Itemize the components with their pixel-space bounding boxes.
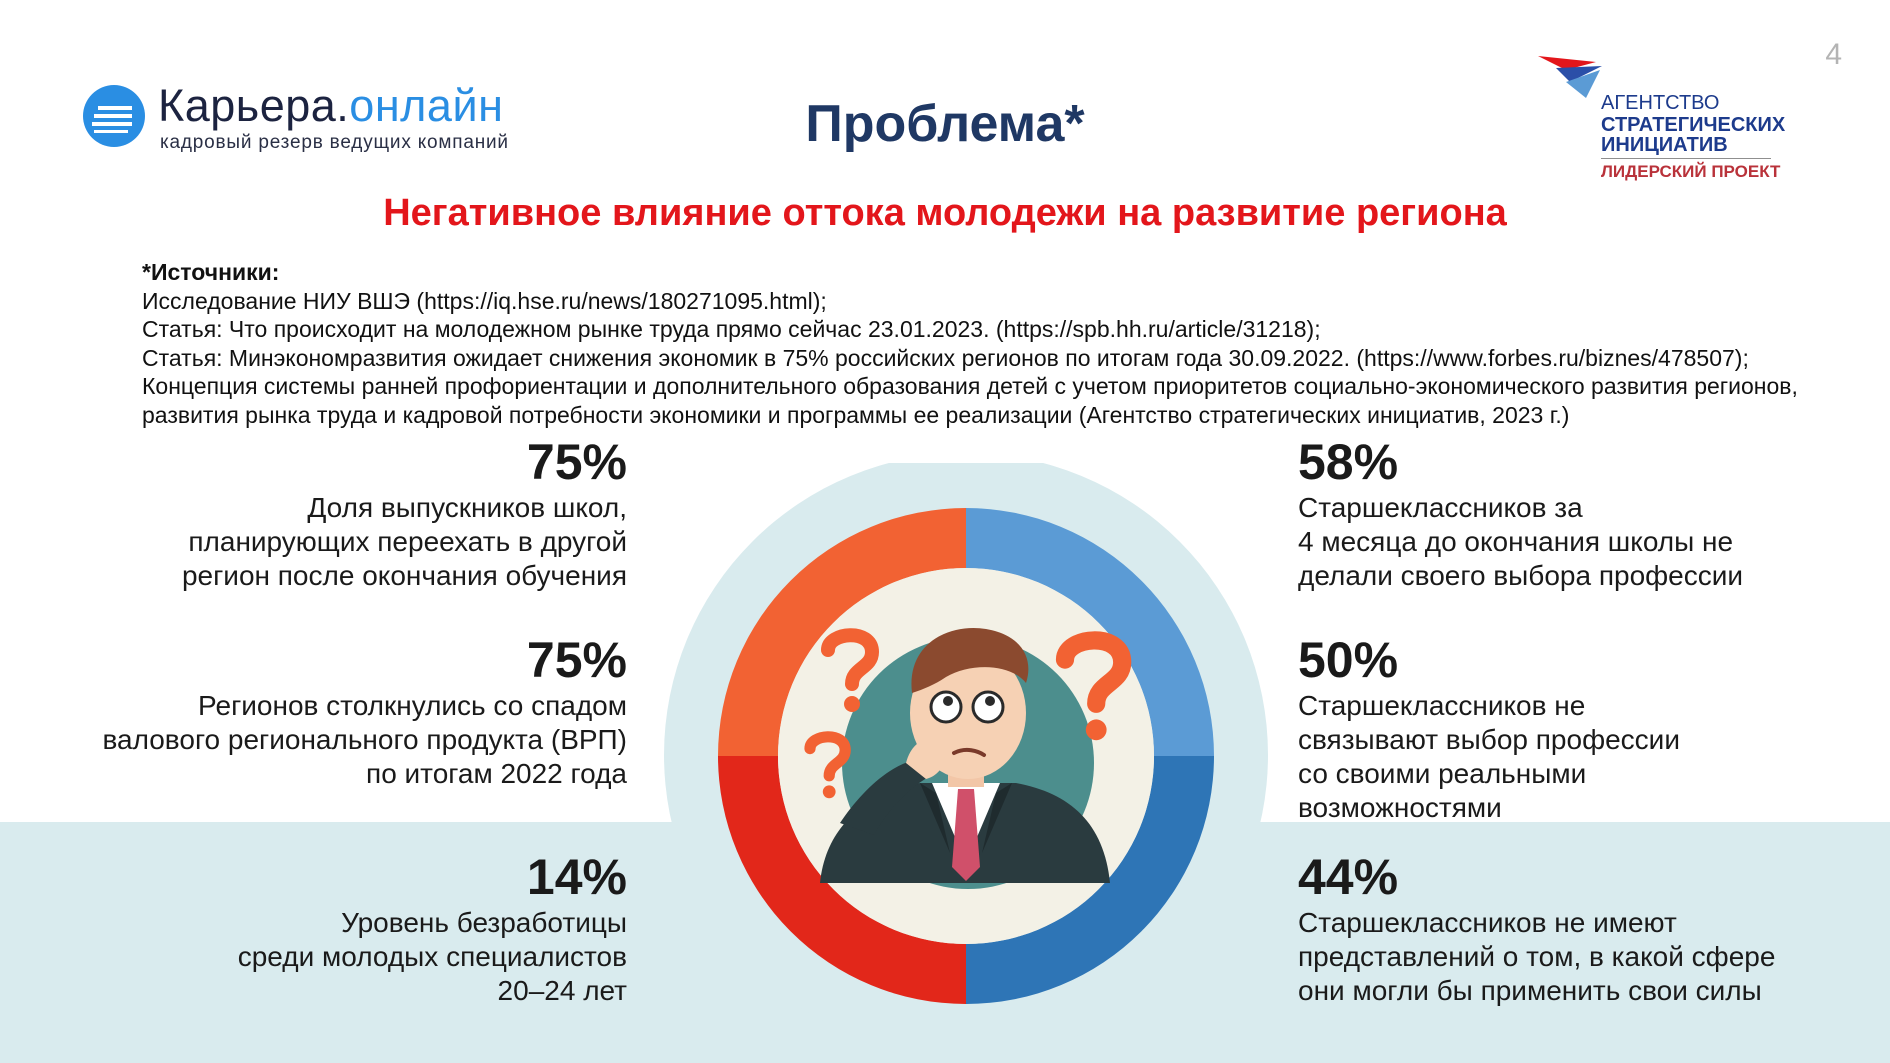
stat-percent: 58% xyxy=(1298,434,1399,490)
stat-description-line: Старшеклассников за xyxy=(1298,492,1583,523)
stat-percent: 75% xyxy=(526,632,627,688)
kariera-logo-title-main: Карьера. xyxy=(158,80,350,131)
ring-segment-top-right xyxy=(966,508,1214,756)
stat-description-line: Регионов столкнулись со спадом xyxy=(198,690,627,721)
stat-description-line: по итогам 2022 года xyxy=(366,758,627,789)
sources-heading: *Источники: xyxy=(142,259,280,285)
stat-regions-grp-decline: 75% Регионов столкнулись со спадом валов… xyxy=(27,631,627,791)
question-mark-icon xyxy=(804,731,851,799)
stat-description-line: возможностями xyxy=(1298,792,1502,823)
asi-logo-divider xyxy=(1601,158,1771,159)
stat-description: Доля выпускников школ, планирующих перее… xyxy=(27,491,627,593)
stat-description-line: Доля выпускников школ, xyxy=(307,492,627,523)
stat-percent: 14% xyxy=(526,849,627,905)
source-line: развития рынка труда и кадровой потребно… xyxy=(142,401,1570,428)
stat-description: Регионов столкнулись со спадом валового … xyxy=(27,689,627,791)
stat-description-line: Старшеклассников не имеют xyxy=(1298,907,1677,938)
kariera-logo-title: Карьера.онлайн xyxy=(158,80,503,132)
asi-logo-icon xyxy=(1538,56,1602,98)
ring-segment-bottom-right xyxy=(966,756,1214,1004)
stat-description: Старшеклассников не имеют представлений … xyxy=(1298,906,1890,1008)
stat-description-line: Старшеклассников не xyxy=(1298,690,1586,721)
stat-percent: 44% xyxy=(1298,849,1399,905)
source-line: Концепция системы ранней профориентации … xyxy=(142,373,1798,399)
stat-description: Уровень безработицы среди молодых специа… xyxy=(27,906,627,1008)
source-line: Исследование НИУ ВШЭ (https://iq.hse.ru/… xyxy=(142,287,827,314)
stat-percent: 50% xyxy=(1298,632,1399,688)
stat-description-line: Уровень безработицы xyxy=(341,907,627,938)
stat-description-line: представлений о том, в какой сфере xyxy=(1298,941,1776,972)
stat-no-idea-field: 44% Старшеклассников не имеют представле… xyxy=(1298,848,1890,1008)
stat-description: Старшеклассников не связывают выбор проф… xyxy=(1298,689,1890,825)
asi-logo-project: ЛИДЕРСКИЙ ПРОЕКТ xyxy=(1601,162,1781,181)
kariera-logo-title-accent: онлайн xyxy=(349,80,504,131)
source-line: Статья: Минэкономразвития ожидает снижен… xyxy=(142,344,1749,371)
page-number: 4 xyxy=(1825,38,1842,71)
stat-description: Старшеклассников за 4 месяца до окончани… xyxy=(1298,491,1890,593)
stat-description-line: среди молодых специалистов xyxy=(237,941,627,972)
kariera-logo: Карьера.онлайн кадровый резерв ведущих к… xyxy=(82,80,522,164)
asi-logo-line2: СТРАТЕГИЧЕСКИХ xyxy=(1601,114,1786,136)
asi-logo: АГЕНТСТВО СТРАТЕГИЧЕСКИХ ИНИЦИАТИВ ЛИДЕР… xyxy=(1536,52,1785,184)
kariera-logo-icon xyxy=(83,85,145,147)
stat-description-line: делали своего выбора профессии xyxy=(1298,560,1744,591)
stat-percent: 75% xyxy=(526,434,627,490)
stat-description-line: регион после окончания обучения xyxy=(181,560,627,591)
ring-segment-bottom-left xyxy=(718,756,966,1004)
stat-choice-not-linked: 50% Старшеклассников не связывают выбор … xyxy=(1298,631,1890,825)
ring-segment-top-left xyxy=(718,508,966,756)
ring-illustration xyxy=(650,463,1282,1063)
stat-youth-unemployment: 14% Уровень безработицы среди молодых сп… xyxy=(27,848,627,1008)
asi-logo-line3: ИНИЦИАТИВ xyxy=(1601,134,1728,156)
source-line: Статья: Что происходит на молодежном рын… xyxy=(142,316,1321,342)
asi-logo-line1: АГЕНТСТВО xyxy=(1601,92,1720,114)
stat-description-line: связывают выбор профессии xyxy=(1298,724,1680,755)
sources-block: *Источники: Исследование НИУ ВШЭ (https:… xyxy=(142,258,1842,429)
ring-graphic xyxy=(664,463,1268,1057)
stat-description-line: валового регионального продукта (ВРП) xyxy=(102,724,627,755)
stat-graduates-relocation: 75% Доля выпускников школ, планирующих п… xyxy=(27,433,627,593)
stat-no-profession-choice: 58% Старшеклассников за 4 месяца до окон… xyxy=(1298,433,1890,593)
kariera-logo-tagline: кадровый резерв ведущих компаний xyxy=(160,132,509,153)
stat-description-line: планирующих переехать в другой xyxy=(188,526,627,557)
page-title: Проблема* xyxy=(805,95,1085,153)
stat-description-line: они могли бы применить свои силы xyxy=(1298,975,1762,1006)
stat-description-line: со своими реальными xyxy=(1298,758,1587,789)
question-mark-icon xyxy=(821,628,880,712)
question-mark-icon xyxy=(1055,631,1132,741)
thinking-man-icon xyxy=(820,627,1110,883)
page-subtitle: Негативное влияние оттока молодежи на ра… xyxy=(383,192,1507,234)
stat-description-line: 20–24 лет xyxy=(497,975,627,1006)
stat-description-line: 4 месяца до окончания школы не xyxy=(1298,526,1734,557)
